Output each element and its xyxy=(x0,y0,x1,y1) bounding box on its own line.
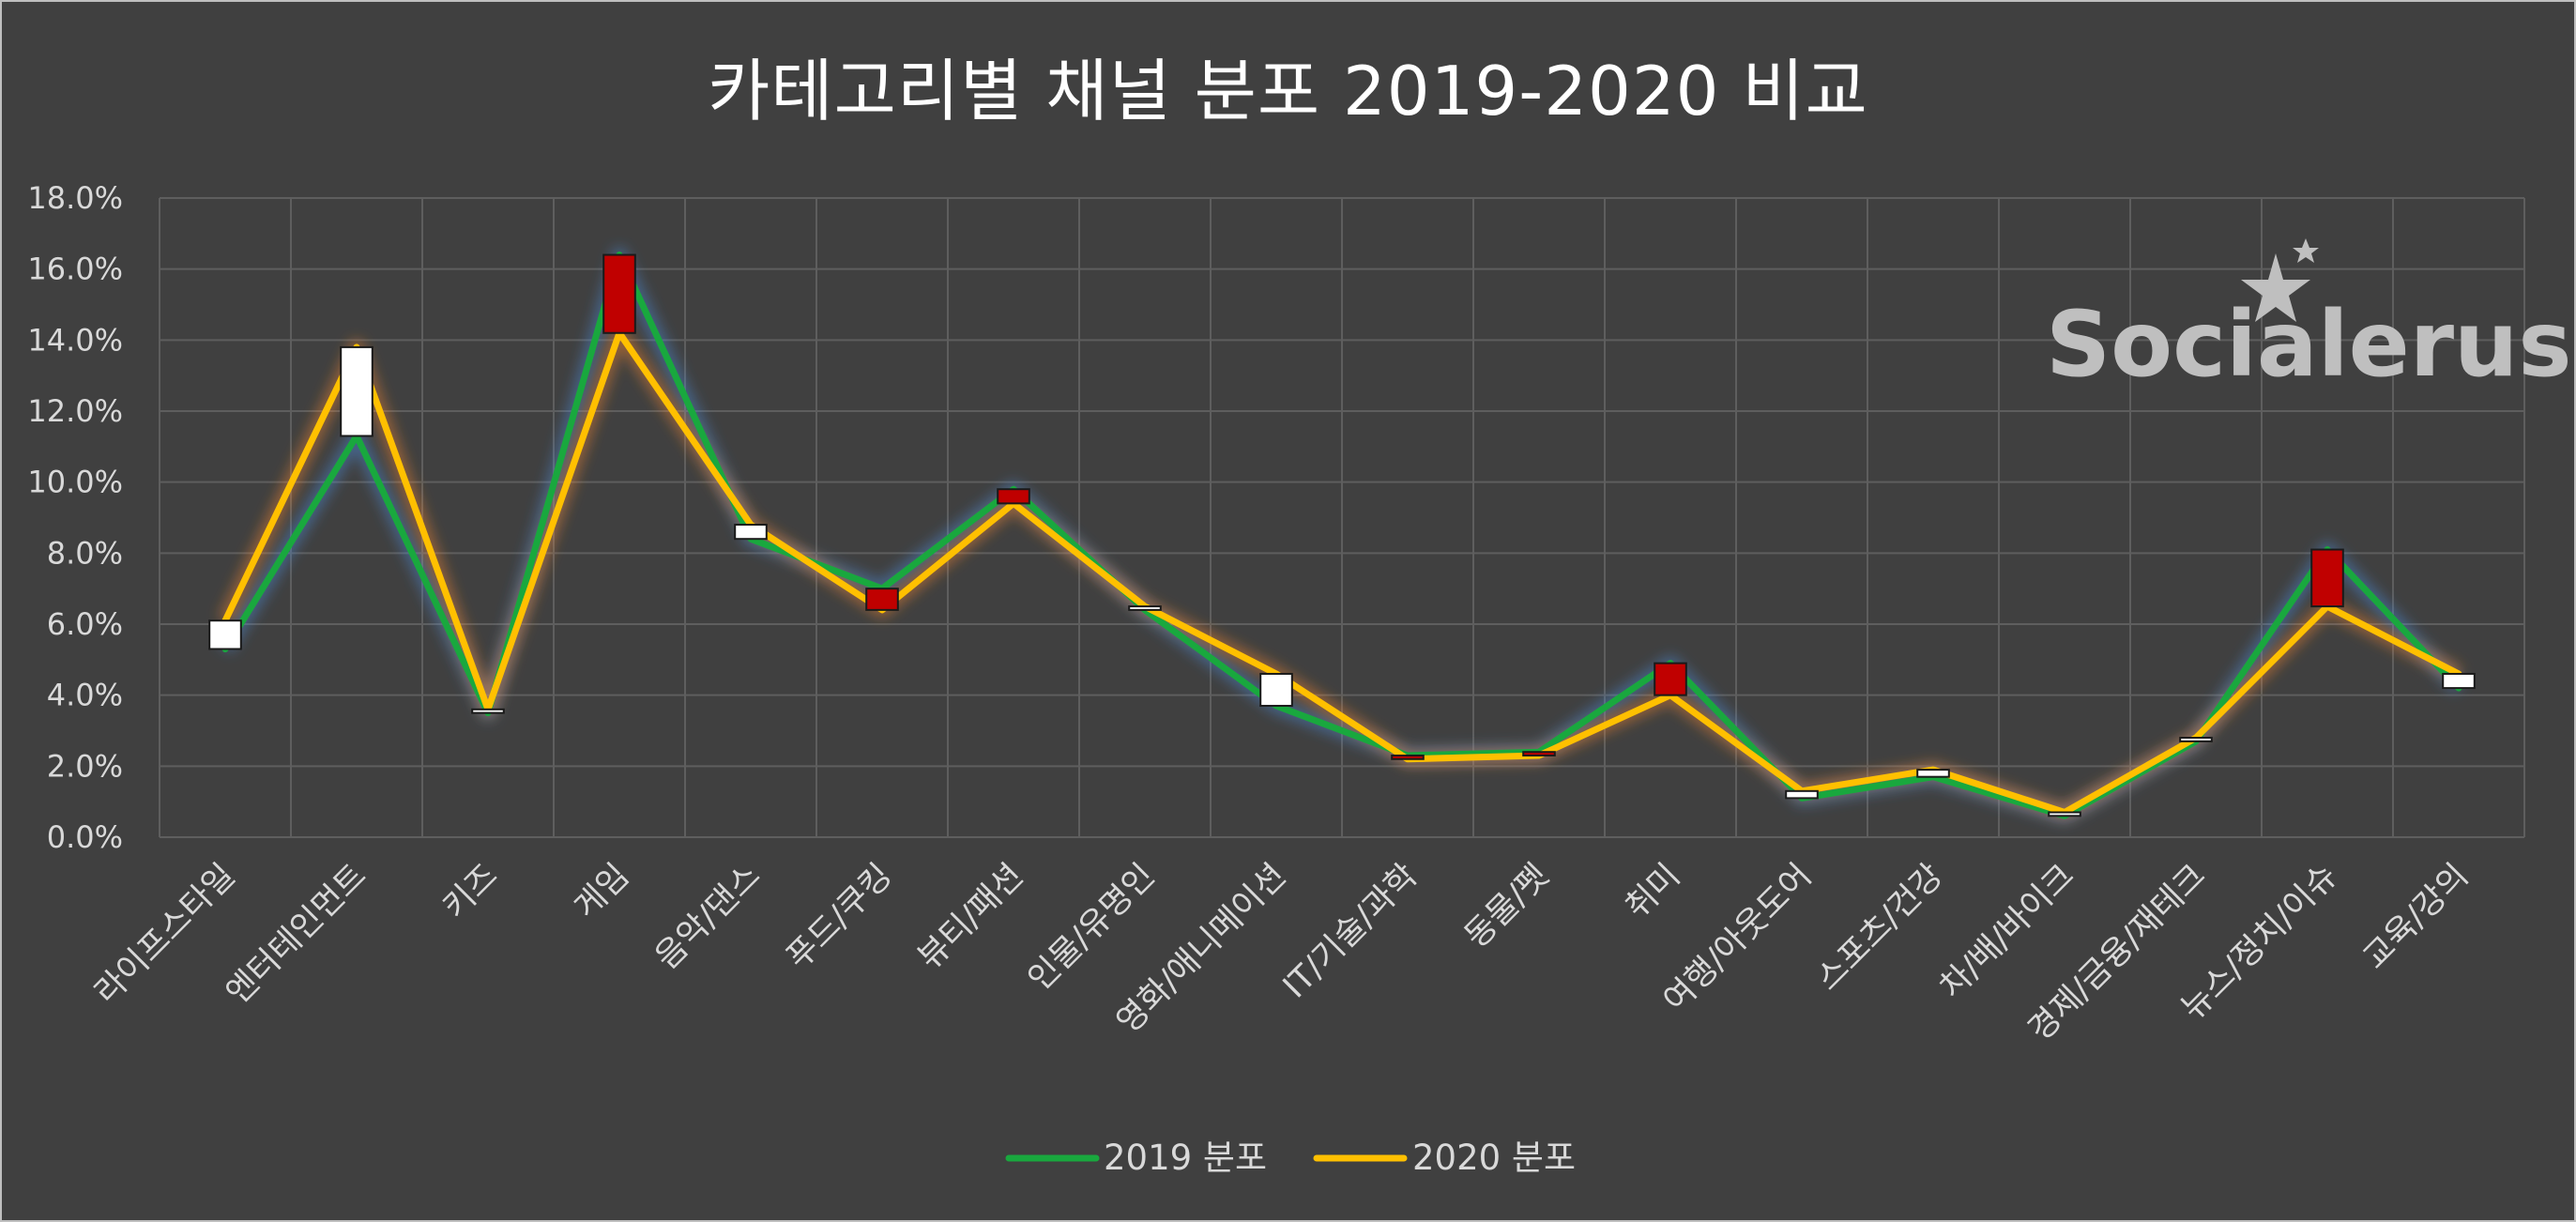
legend-label-2020: 2020 분포 xyxy=(1412,1138,1576,1178)
y-tick-label: 6.0% xyxy=(47,606,123,642)
x-category-label: 게임 xyxy=(568,857,637,926)
x-category-label: IT/기술/과학 xyxy=(1276,857,1425,1005)
down-bar xyxy=(997,488,1030,505)
x-category-label: 뷰티/패션 xyxy=(911,857,1031,977)
series-lines xyxy=(221,252,2462,819)
small-star-icon xyxy=(2293,238,2319,263)
x-category-label: 인물/유명인 xyxy=(1021,857,1162,998)
y-tick-label: 14.0% xyxy=(27,322,123,358)
x-category-label: 취미 xyxy=(1619,857,1688,926)
y-tick-label: 16.0% xyxy=(27,252,123,287)
y-tick-label: 18.0% xyxy=(27,180,123,216)
series-line-2020 xyxy=(221,329,2462,817)
down-bar xyxy=(1522,751,1556,756)
up-down-bars xyxy=(208,253,2476,817)
y-tick-label: 8.0% xyxy=(47,535,123,571)
down-bar xyxy=(865,588,899,611)
legend: 2019 분포 2020 분포 xyxy=(1005,1138,1576,1178)
y-tick-label: 4.0% xyxy=(47,678,123,713)
x-category-label: 교육/강의 xyxy=(2356,857,2477,977)
x-category-label: 라이프스타일 xyxy=(87,857,242,1012)
star-icon xyxy=(2241,253,2310,322)
up-bar xyxy=(1259,672,1293,708)
y-tick-label: 2.0% xyxy=(47,748,123,784)
up-bar xyxy=(208,619,242,650)
down-bar xyxy=(1654,662,1687,696)
x-category-label: 스포츠/건강 xyxy=(1809,857,1950,998)
x-category-label: 푸드/쿠킹 xyxy=(780,857,900,977)
y-tick-label: 12.0% xyxy=(27,393,123,429)
y-tick-label: 0.0% xyxy=(47,819,123,855)
down-bar xyxy=(2310,548,2344,608)
up-bar xyxy=(2179,737,2213,742)
y-axis: 0.0% 2.0% 4.0% 6.0% 8.0% 10.0% 12.0% 14.0% 16.0%… xyxy=(27,180,123,855)
up-bar xyxy=(1128,605,1162,611)
up-bar xyxy=(2442,672,2476,690)
socialerus-watermark: Socialerus xyxy=(2046,238,2572,397)
up-bar xyxy=(2048,811,2081,817)
up-bar xyxy=(1785,789,1819,800)
up-bar xyxy=(734,524,768,541)
down-bar xyxy=(1391,754,1425,760)
down-bar xyxy=(602,253,636,334)
y-tick-label: 10.0% xyxy=(27,465,123,500)
up-bar xyxy=(471,708,505,714)
up-bar xyxy=(340,345,373,437)
x-category-label: 키즈 xyxy=(436,857,506,926)
watermark-text: Socialerus xyxy=(2046,292,2572,397)
chart-title: 카테고리별 채널 분포 2019-2020 비교 xyxy=(708,52,1868,130)
up-bar xyxy=(1916,769,1950,778)
x-category-label: 엔터테인먼트 xyxy=(219,857,373,1012)
legend-label-2019: 2019 분포 xyxy=(1104,1138,1267,1178)
x-category-label: 음악/댄스 xyxy=(648,857,769,977)
x-category-label: 동물/펫 xyxy=(1457,857,1556,955)
